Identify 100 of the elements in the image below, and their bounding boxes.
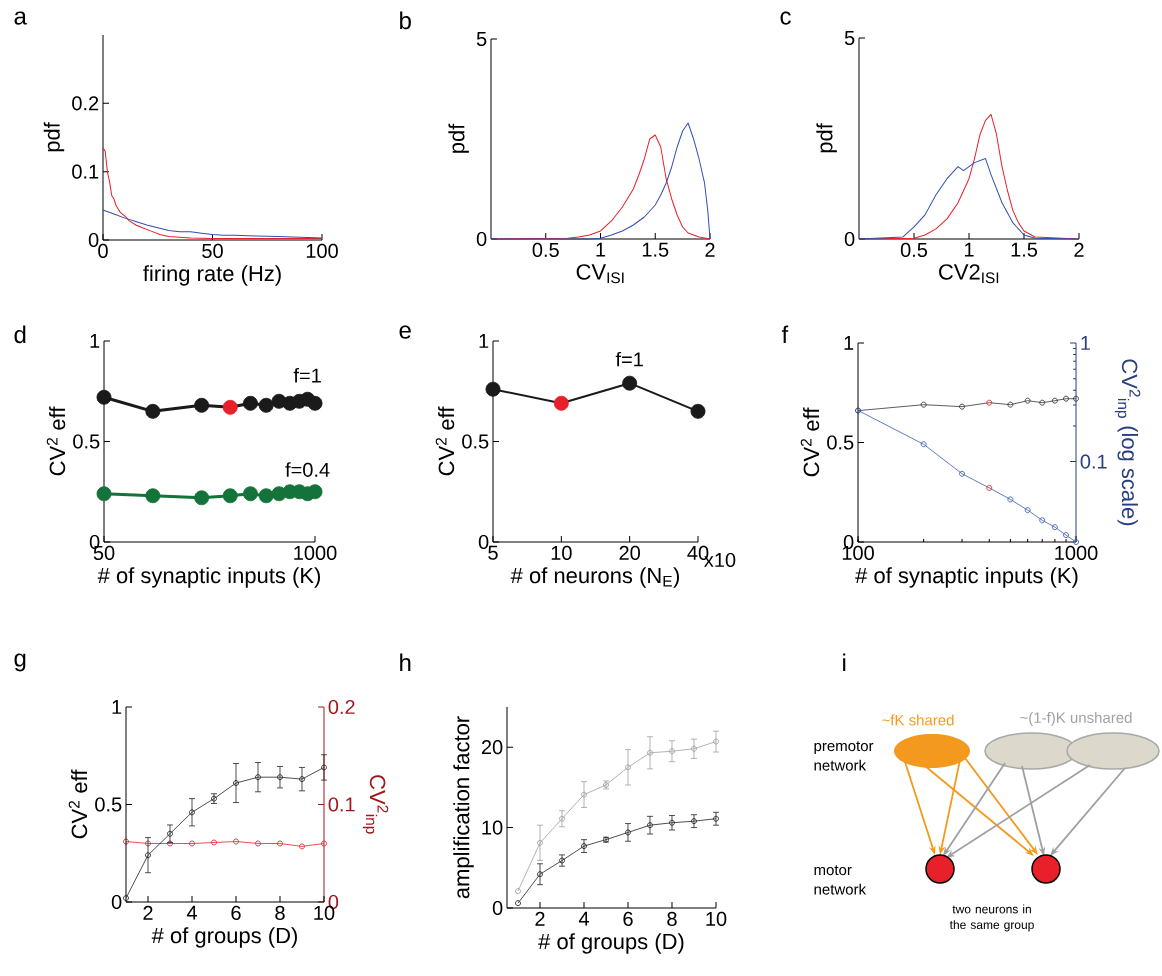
- text: motor network: [814, 865, 867, 895]
- chart-title: f: [781, 325, 789, 343]
- point: [669, 819, 675, 826]
- x-tick-label: 100: [306, 243, 338, 258]
- point: [581, 791, 587, 798]
- y-tick-label: 0: [844, 231, 855, 247]
- point: [277, 774, 283, 781]
- y-tick-label: 1: [90, 334, 100, 348]
- point: [622, 375, 638, 391]
- x-tick-label: 1000: [294, 545, 337, 560]
- point: [691, 818, 697, 825]
- point: [145, 852, 151, 859]
- series-label: f=1: [293, 367, 321, 383]
- x-tick-label: 2: [1074, 242, 1084, 257]
- y-axis-title: CV$^{2}$ eff: [68, 769, 88, 839]
- x-tick-label: 1.5: [1011, 242, 1038, 257]
- x-tick-label: 2: [705, 242, 715, 257]
- point: [559, 815, 565, 822]
- y-tick-label: 5: [844, 31, 855, 45]
- point: [167, 830, 173, 837]
- y2-axis-title: CV$^{2}$inp: [362, 775, 389, 834]
- point: [647, 822, 653, 829]
- point: [581, 843, 587, 850]
- chart-title: h: [400, 653, 411, 671]
- x-tick-label: 6: [231, 905, 241, 920]
- x-tick-label: 10: [551, 545, 572, 560]
- point: [669, 748, 675, 755]
- x-axis-title: # of synaptic inputs (K): [855, 567, 1078, 588]
- y-tick-label: 0.5: [95, 797, 122, 812]
- y-tick-label: 0.5: [462, 434, 489, 449]
- x-tick-label: 1000: [1055, 545, 1098, 560]
- x-axis-title: # of groups (D): [151, 927, 297, 948]
- y-tick-label: 5: [476, 32, 487, 46]
- y-axis-title: CV$^{2}$$_{inp}$ (log scale): [1114, 359, 1141, 526]
- y-axis-title: CV$^{2}$ eff: [46, 406, 66, 476]
- point: [625, 764, 631, 771]
- y-tick-label: 0.2: [72, 96, 99, 111]
- y-axis-title: CV$^{2}$ eff: [435, 406, 455, 476]
- x-axis-title: CV2$_{ISI}$: [939, 264, 999, 284]
- point: [537, 839, 543, 846]
- y-tick-label: 10: [482, 820, 503, 835]
- x-axis-title: # of groups (D): [538, 933, 684, 954]
- y-tick-label: 0.5: [827, 435, 854, 450]
- point: [233, 780, 239, 786]
- point: [299, 776, 305, 783]
- point: [537, 871, 543, 878]
- point: [255, 774, 261, 781]
- point: [485, 381, 501, 397]
- y-axis-title: amplification factor: [453, 716, 474, 899]
- x-tick-label: 0.5: [532, 242, 559, 257]
- text: ~(1-f)K unshared: [1020, 712, 1132, 726]
- y2-tick-label: 0.2: [328, 699, 355, 715]
- x-tick-label: 8: [275, 905, 285, 920]
- text: i: [843, 653, 846, 671]
- y-tick-label: 1: [479, 334, 489, 348]
- y2-tick-label: 0.1: [328, 797, 355, 812]
- x-tick-label: 1: [964, 242, 974, 257]
- point: [189, 809, 195, 816]
- y-axis-title: CV$^{2}$ eff: [800, 407, 820, 477]
- y-axis-title: pdf: [448, 123, 469, 153]
- y-tick-label: 0: [478, 534, 489, 550]
- x-tick-label: 2: [535, 911, 545, 926]
- x-tick-label: 10: [706, 911, 727, 926]
- x-axis-title: firing rate (Hz): [143, 265, 281, 286]
- point: [625, 829, 631, 836]
- series-label: f=0.4: [285, 462, 330, 477]
- x-axis-title: CV$_{ISI}$: [576, 264, 624, 284]
- chart-title: b: [400, 11, 411, 30]
- point: [690, 403, 706, 419]
- point: [553, 395, 569, 411]
- point: [647, 749, 653, 756]
- y-tick-label: 1: [844, 336, 854, 350]
- x-tick-label: 6: [623, 911, 633, 926]
- chart-title: a: [14, 11, 27, 25]
- chart-title: e: [399, 325, 411, 339]
- y-tick-label: 0.1: [72, 164, 99, 179]
- y-tick-label: 0.5: [73, 434, 100, 449]
- x-tick-label: 8: [667, 911, 677, 926]
- x-axis-title: # of neurons (N$_{E}$): [510, 567, 679, 588]
- y-tick-label: 20: [481, 740, 503, 755]
- y-tick-label: 0: [476, 231, 487, 247]
- text: ~fK shared: [882, 714, 954, 726]
- point: [691, 745, 697, 752]
- point: [559, 857, 565, 864]
- x-tick-label: 20: [619, 545, 640, 560]
- chart-title: c: [780, 11, 791, 25]
- chart-title: d: [14, 325, 26, 344]
- text: premotor network: [814, 741, 874, 771]
- x-tick-label: 1.5: [642, 242, 669, 257]
- x-tick-label: 0.5: [900, 242, 928, 257]
- x-tick-label: 4: [578, 911, 589, 926]
- series-label: f=1: [615, 351, 643, 367]
- x-tick-label: 50: [202, 243, 223, 258]
- y-tick-label: 0: [111, 894, 122, 910]
- text: two neurons in the same group: [949, 904, 1034, 932]
- x-tick-label: 4: [186, 905, 197, 920]
- y-axis-title: pdf: [816, 123, 837, 153]
- x-axis-title: # of synaptic inputs (K): [97, 567, 320, 588]
- y-tick-label: 1: [112, 700, 122, 714]
- y-axis-title: pdf: [43, 122, 65, 152]
